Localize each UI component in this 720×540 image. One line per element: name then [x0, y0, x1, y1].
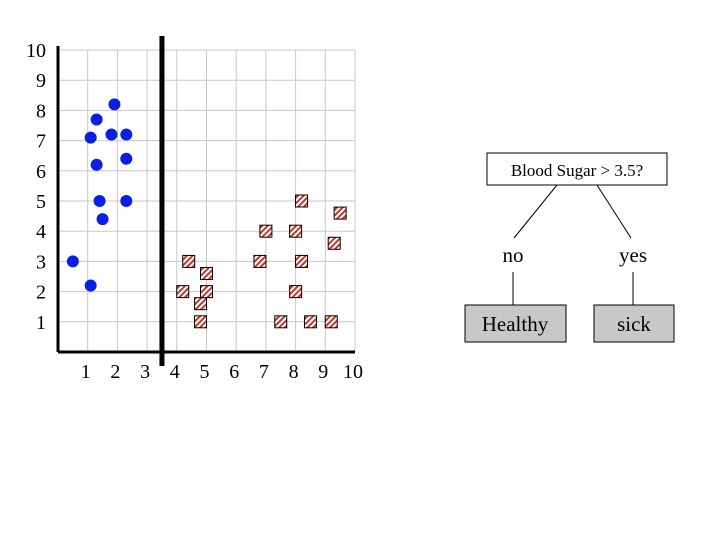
data-point-square: [200, 285, 213, 299]
data-point-circle: [120, 195, 133, 207]
y-tick-label: 9: [36, 70, 46, 92]
y-tick-label: 4: [36, 221, 46, 243]
data-point-circle: [120, 152, 133, 165]
data-point-circle: [96, 213, 109, 226]
x-tick-label: 9: [318, 361, 328, 383]
data-point-circle: [84, 131, 97, 144]
data-point-square: [259, 224, 273, 238]
y-tick-label: 5: [36, 191, 46, 213]
branch-yes-label: yes: [619, 243, 647, 267]
leaf-sick-label: sick: [617, 312, 651, 336]
y-tick-label: 3: [36, 251, 46, 273]
branch-right-line: [596, 184, 632, 239]
x-tick-label: 8: [289, 361, 299, 383]
y-tick-label: 6: [36, 161, 46, 183]
data-point-square: [176, 285, 190, 299]
data-point-square: [295, 194, 309, 208]
data-point-square: [289, 285, 303, 299]
data-point-square: [295, 254, 309, 268]
data-point-circle: [120, 128, 133, 141]
leaf-healthy-label: Healthy: [482, 312, 549, 336]
x-tick-label: 2: [110, 361, 120, 383]
data-point-circle: [108, 98, 121, 111]
x-tick-label: 4: [170, 361, 180, 383]
leaf-healthy: [464, 304, 567, 343]
data-point-circle: [93, 195, 106, 207]
x-tick-label: 3: [140, 361, 150, 383]
data-point-square: [303, 315, 317, 329]
data-point-circle: [90, 113, 103, 126]
root-node: [486, 152, 668, 186]
x-tick-label: 7: [259, 361, 269, 383]
y-tick-label: 2: [36, 282, 46, 304]
decision-tree: Blood Sugar > 3.5? no yes Healthy sick: [464, 152, 675, 343]
data-point-square: [182, 254, 196, 268]
x-tick-label: 6: [229, 361, 239, 383]
data-point-circle: [105, 128, 118, 141]
x-tick-label: 5: [200, 361, 210, 383]
x-tick-label: 1: [81, 361, 91, 383]
data-point-square: [333, 206, 347, 220]
data-point-circle: [84, 279, 97, 292]
y-tick-label: 10: [26, 40, 46, 62]
root-node-label: Blood Sugar > 3.5?: [511, 161, 643, 180]
data-point-square: [194, 297, 208, 311]
x-tick-label: 10: [343, 361, 363, 383]
y-tick-label: 7: [36, 131, 46, 153]
data-point-circle: [66, 255, 79, 268]
data-point-square: [327, 236, 341, 250]
axes: [56, 36, 355, 366]
data-point-square: [200, 266, 213, 280]
y-tick-label: 8: [36, 100, 46, 122]
data-point-square: [324, 315, 338, 329]
data-point-square: [194, 315, 208, 329]
data-point-circle: [90, 158, 103, 171]
leaf-sick: [593, 304, 675, 343]
branch-no-label: no: [503, 243, 524, 267]
y-tick-label: 1: [36, 312, 46, 334]
data-points: [66, 98, 347, 329]
branch-left-line: [513, 184, 558, 239]
data-point-square: [253, 254, 267, 268]
data-point-square: [274, 315, 288, 329]
data-point-square: [289, 224, 303, 238]
